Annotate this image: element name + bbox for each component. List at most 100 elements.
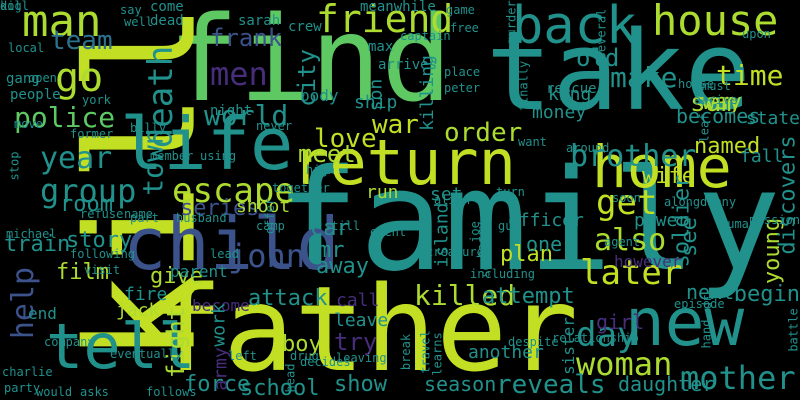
word-film: film: [56, 260, 109, 285]
word-place: place: [444, 65, 481, 79]
word-last: last: [548, 191, 577, 205]
word-danny: danny: [700, 195, 737, 209]
word-shoot: shoot: [236, 196, 291, 217]
word-gun: gun: [498, 219, 520, 233]
word-police: police: [14, 101, 116, 134]
word-attempt: attempt: [482, 284, 575, 309]
word-run: run: [366, 182, 399, 203]
word-fall: fall: [740, 146, 784, 167]
word-upon: upon: [742, 27, 771, 41]
word-named: named: [694, 134, 761, 159]
word-open: open: [28, 71, 57, 85]
word-also: also: [594, 223, 667, 258]
word-high: high: [306, 163, 335, 177]
word-episode: episode: [674, 297, 725, 311]
word-charlie: charlie: [2, 365, 53, 379]
word-visit: visit: [84, 263, 121, 277]
word-go: go: [55, 55, 104, 101]
word-want: want: [518, 135, 547, 149]
word-murder: murder: [504, 0, 519, 44]
word-camp: camp: [256, 219, 285, 233]
word-several: several: [594, 8, 609, 60]
word-ship: ship: [354, 92, 398, 113]
word-another: another: [468, 342, 544, 363]
word-together: together: [272, 181, 330, 195]
word-peter: peter: [444, 81, 481, 95]
word-becomes: becomes: [676, 104, 761, 128]
word-horse: horse: [678, 77, 715, 91]
word-lead: lead: [210, 247, 239, 261]
word-set: set: [430, 184, 463, 205]
word-help: help: [6, 266, 42, 340]
word-around: around: [566, 141, 610, 155]
word-however: however: [614, 252, 682, 271]
word-power: power: [634, 210, 689, 231]
word-mr: mr: [318, 238, 345, 263]
word-party: party: [4, 381, 41, 395]
word-dead: dead: [150, 13, 184, 29]
word-decides: decides: [300, 355, 351, 369]
word-way: way: [702, 90, 742, 115]
word-car: car: [310, 216, 350, 241]
word-john: john: [228, 237, 306, 275]
word-daughter: daughter: [618, 372, 715, 396]
word-away: away: [316, 254, 369, 279]
word-name: name: [124, 207, 153, 221]
word-become: become: [192, 296, 250, 315]
word-human: human: [720, 217, 757, 231]
word-woman: woman: [576, 345, 673, 383]
word-wife: wife: [642, 164, 695, 189]
word-never: never: [256, 119, 293, 133]
word-leaving: leaving: [336, 351, 387, 365]
word-show: show: [334, 372, 387, 397]
word-discovers: discovers: [776, 135, 800, 255]
word-leave: leave: [334, 310, 389, 331]
word-soon: soon: [612, 191, 641, 205]
word-boy: boy: [282, 332, 322, 357]
word-series: series: [180, 196, 260, 221]
word-fire: fire: [124, 284, 168, 305]
word-work: work: [208, 303, 230, 347]
word-dr: dr: [700, 294, 715, 310]
word-battle: battle: [786, 308, 800, 352]
word-killed: killed: [414, 279, 516, 312]
word-time: time: [716, 59, 784, 92]
word-event: event: [370, 225, 407, 239]
word-eventually: eventually: [110, 347, 183, 361]
word-alien: alien: [434, 193, 471, 207]
word-later: later: [580, 253, 683, 293]
word-year: year: [40, 141, 113, 176]
word-end: end: [28, 304, 57, 323]
word-billy: billy: [130, 121, 167, 135]
word-girl: girl: [596, 310, 645, 334]
word-company: company: [44, 335, 95, 349]
word-body: body: [300, 86, 339, 105]
word-creature: creature: [426, 245, 484, 259]
word-local: local: [8, 41, 45, 55]
word-next: next: [686, 280, 735, 304]
word-return: return: [292, 126, 516, 199]
word-break: break: [399, 333, 414, 371]
word-refuse: refuse: [80, 207, 124, 221]
word-leaf: leaf: [697, 113, 712, 143]
word-free: free: [450, 21, 479, 35]
word-stop: stop: [7, 151, 22, 181]
word-dog: dog: [0, 0, 22, 13]
word-finally: finally: [516, 60, 531, 112]
word-state: state: [745, 108, 800, 129]
word-relationship: relationship: [552, 331, 639, 345]
word-york: york: [82, 93, 111, 107]
word-asks: asks: [80, 385, 109, 399]
word-king: king: [548, 84, 592, 105]
word-sarah: sarah: [238, 13, 281, 29]
word-kill: kill: [0, 0, 29, 13]
word-follows: follows: [146, 385, 197, 399]
word-life: life: [120, 102, 294, 186]
word-gang: gang: [6, 71, 40, 87]
word-crew: crew: [288, 19, 322, 35]
word-take: take: [486, 7, 751, 135]
word-fight: fight: [162, 305, 191, 379]
word-game: game: [446, 3, 475, 17]
word-house: house: [652, 0, 779, 45]
